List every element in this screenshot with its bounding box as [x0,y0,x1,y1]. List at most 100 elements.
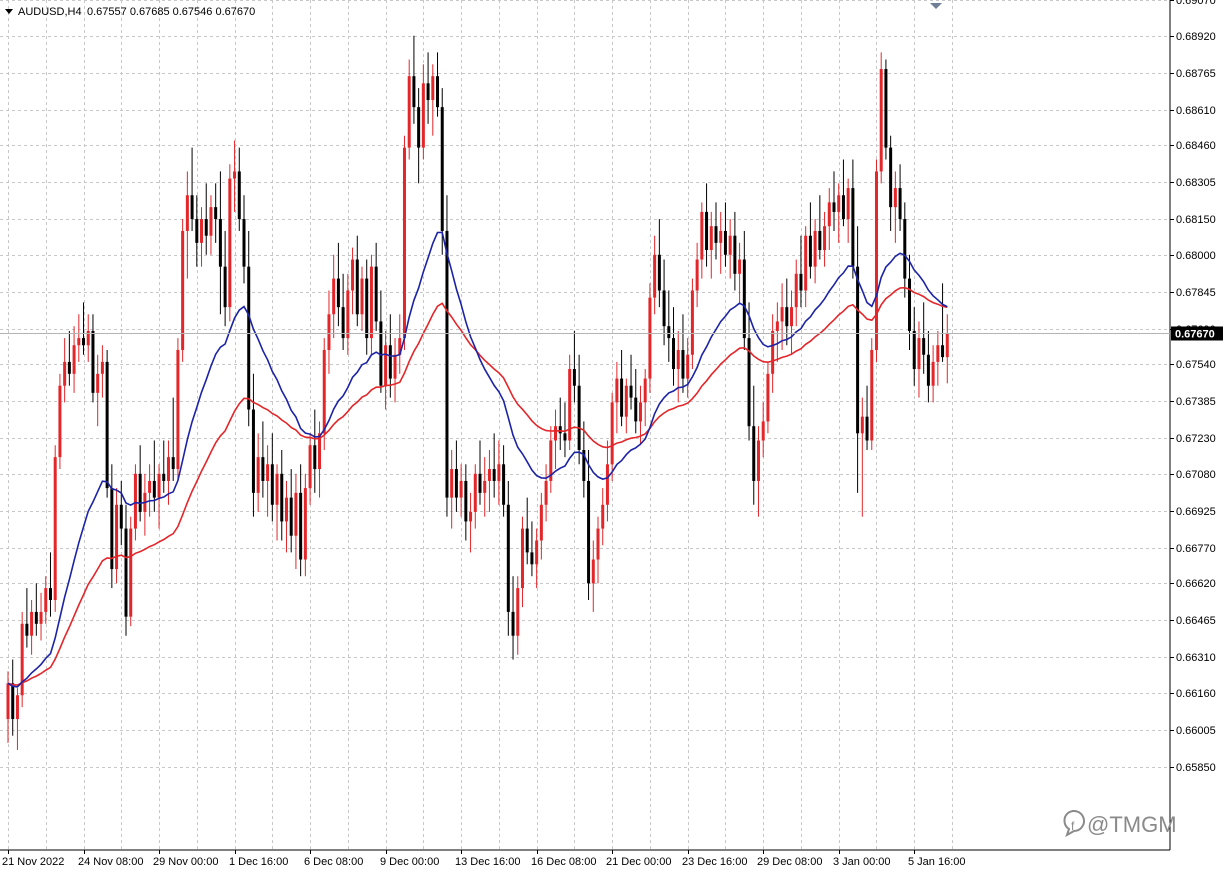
bull-candle[interactable] [256,433,260,512]
bull-candle[interactable] [860,397,864,517]
bull-candle[interactable] [756,426,760,517]
bull-candle[interactable] [827,188,831,250]
bull-candle[interactable] [893,171,897,243]
bear-candle[interactable] [379,290,383,393]
bear-candle[interactable] [629,354,633,410]
bear-candle[interactable] [426,52,430,124]
bull-candle[interactable] [459,464,463,517]
bull-candle[interactable] [72,326,76,393]
bull-candle[interactable] [431,64,435,136]
bull-candle[interactable] [643,369,647,427]
bear-candle[interactable] [587,450,591,600]
bull-candle[interactable] [284,480,288,553]
bear-candle[interactable] [440,88,444,255]
bull-candle[interactable] [813,219,817,284]
bear-candle[interactable] [478,440,482,505]
bear-candle[interactable] [714,202,718,260]
bear-candle[interactable] [313,409,317,493]
bear-candle[interactable] [355,235,359,327]
bull-candle[interactable] [700,202,704,279]
bull-candle[interactable] [615,361,619,434]
bear-candle[interactable] [681,314,685,393]
bull-candle[interactable] [624,378,628,434]
bear-candle[interactable] [926,330,930,403]
bear-candle[interactable] [742,230,746,350]
bull-candle[interactable] [596,516,600,584]
bull-candle[interactable] [115,488,119,584]
bear-candle[interactable] [856,226,860,493]
bull-candle[interactable] [601,488,605,546]
bull-candle[interactable] [450,450,454,529]
bull-candle[interactable] [86,314,90,362]
bull-candle[interactable] [846,178,850,243]
bear-candle[interactable] [454,440,458,512]
bear-candle[interactable] [502,445,506,517]
bull-candle[interactable] [266,445,270,517]
bull-candle[interactable] [200,207,204,267]
bear-candle[interactable] [506,480,510,636]
bear-candle[interactable] [247,230,251,427]
bear-candle[interactable] [530,521,534,577]
bull-candle[interactable] [554,409,558,470]
bear-candle[interactable] [752,385,756,505]
bear-candle[interactable] [492,433,496,498]
bear-candle[interactable] [270,433,274,522]
bull-candle[interactable] [346,273,350,355]
bear-candle[interactable] [832,171,836,231]
bear-candle[interactable] [941,283,945,362]
bull-candle[interactable] [790,290,794,355]
bull-candle[interactable] [686,338,690,398]
bull-candle[interactable] [402,135,406,350]
bear-candle[interactable] [662,259,666,346]
bull-candle[interactable] [44,576,48,624]
bull-candle[interactable] [318,421,322,498]
bear-candle[interactable] [251,373,255,517]
bear-candle[interactable] [723,202,727,267]
bear-candle[interactable] [214,183,218,243]
bear-candle[interactable] [138,445,142,522]
bull-candle[interactable] [516,576,520,655]
bull-candle[interactable] [369,254,373,355]
bull-candle[interactable] [332,254,336,339]
bull-candle[interactable] [568,354,572,450]
bear-candle[interactable] [865,385,869,450]
bear-candle[interactable] [889,135,893,231]
bull-candle[interactable] [20,611,24,708]
bull-candle[interactable] [327,290,331,374]
bear-candle[interactable] [417,88,421,184]
bull-candle[interactable] [549,426,553,493]
bull-candle[interactable] [591,540,595,612]
bull-candle[interactable] [15,688,19,750]
bear-candle[interactable] [733,211,737,291]
bull-candle[interactable] [228,164,232,322]
bear-candle[interactable] [218,171,222,315]
bear-candle[interactable] [747,302,751,441]
bear-candle[interactable] [341,273,345,350]
bear-candle[interactable] [119,480,123,546]
bear-candle[interactable] [105,350,109,498]
bear-candle[interactable] [558,397,562,450]
bull-candle[interactable] [879,52,883,184]
bear-candle[interactable] [903,202,907,298]
bear-candle[interactable] [280,450,284,541]
bear-candle[interactable] [242,195,246,284]
bull-candle[interactable] [96,354,100,427]
bear-candle[interactable] [582,421,586,498]
bull-candle[interactable] [804,226,808,308]
bull-candle[interactable] [738,242,742,303]
bull-candle[interactable] [421,64,425,160]
bull-candle[interactable] [398,314,402,374]
bear-candle[interactable] [445,195,449,517]
bull-candle[interactable] [728,219,732,279]
bear-candle[interactable] [705,183,709,267]
bull-candle[interactable] [837,183,841,243]
bull-candle[interactable] [794,259,798,327]
bull-candle[interactable] [709,211,713,279]
bull-candle[interactable] [931,345,935,403]
bull-candle[interactable] [535,528,539,589]
bull-candle[interactable] [520,516,524,608]
bull-candle[interactable] [676,330,680,403]
bear-candle[interactable] [336,242,340,327]
bull-candle[interactable] [303,473,307,577]
bull-candle[interactable] [719,211,723,274]
